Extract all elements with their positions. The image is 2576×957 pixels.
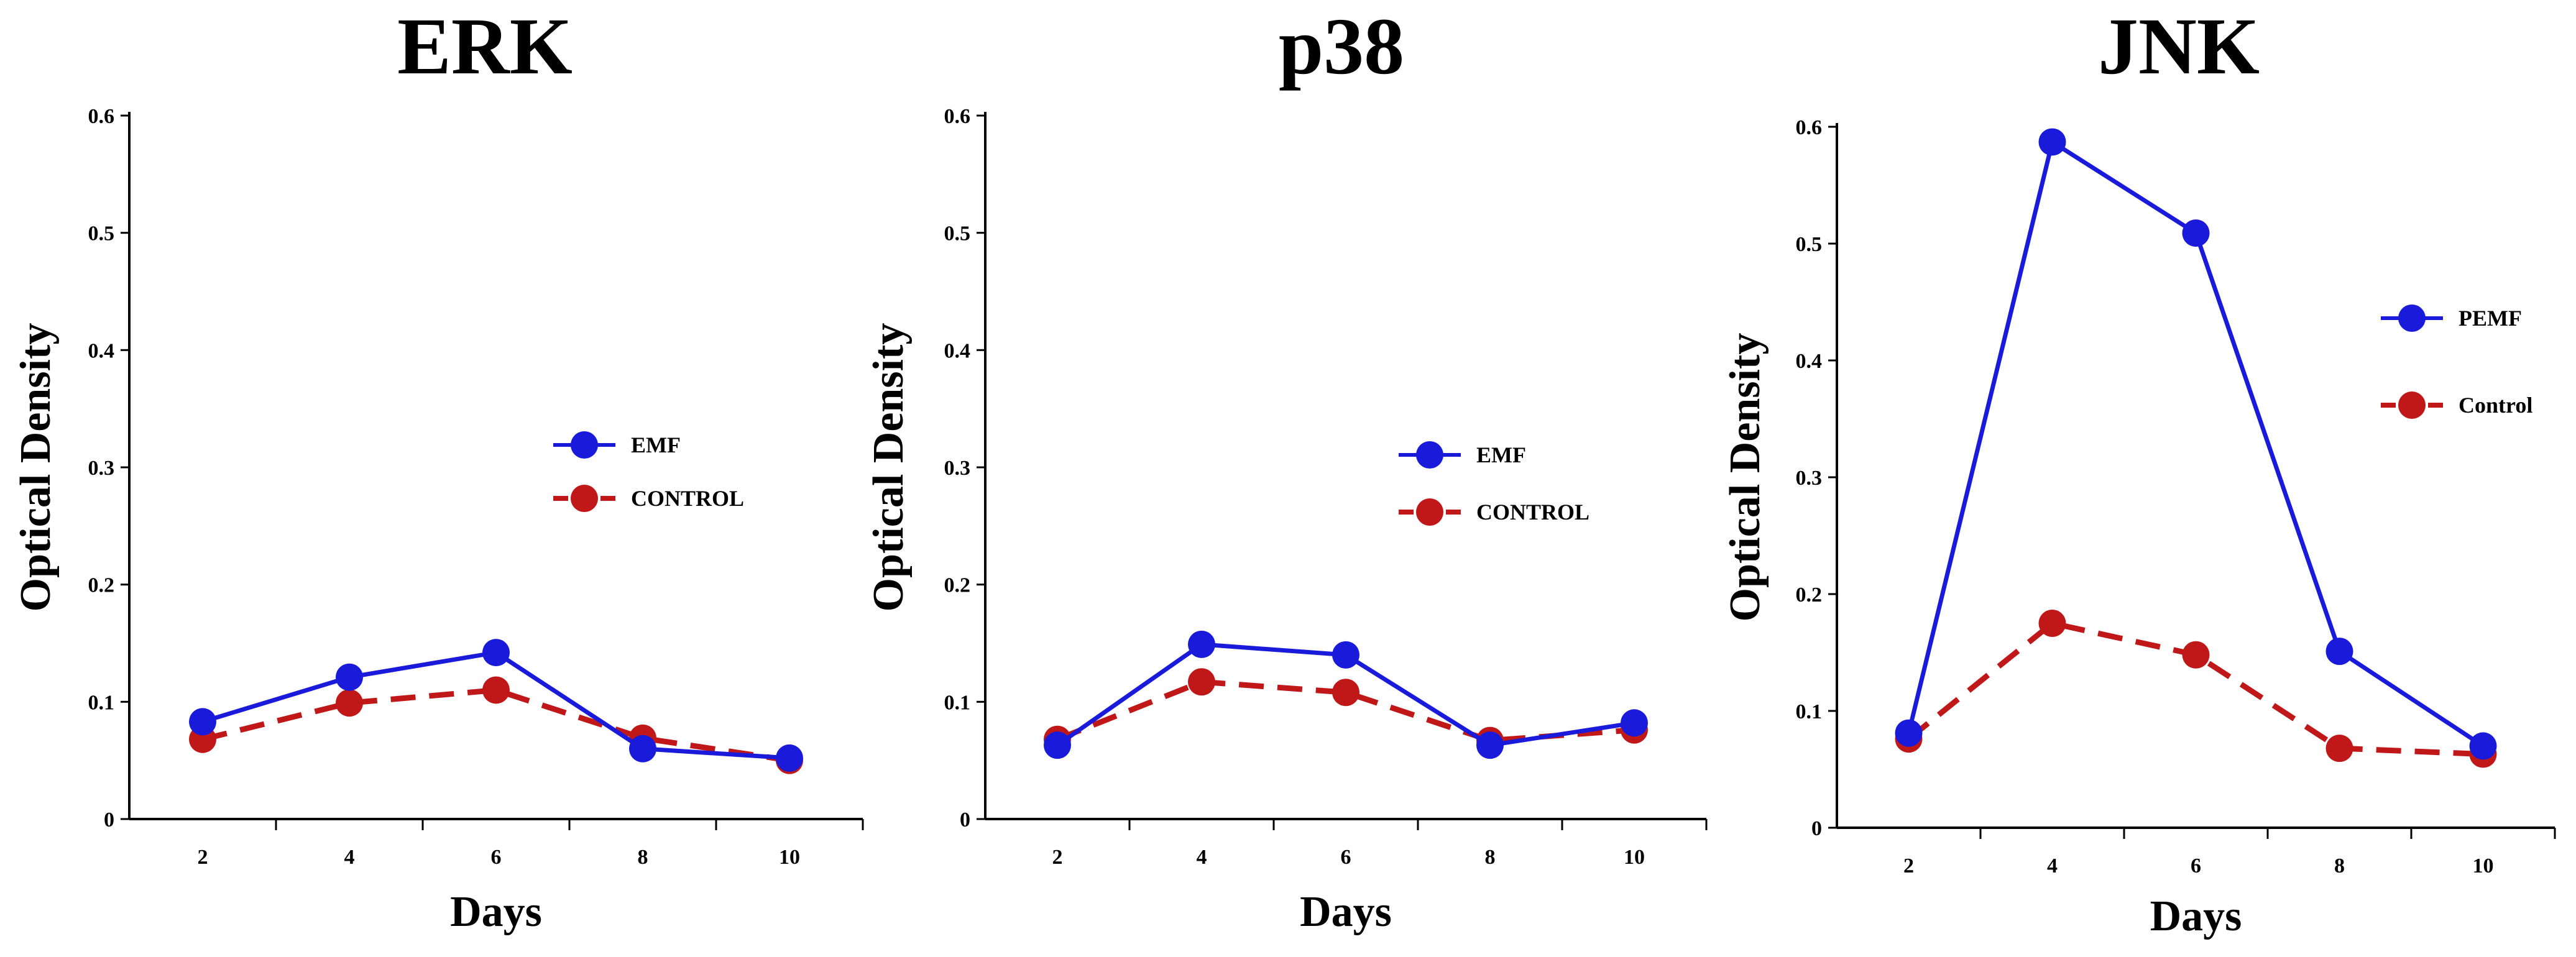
data-point-emf (1044, 731, 1071, 759)
legend: EMF CONTROL (553, 431, 744, 512)
chart-panel-p38: p38 0 0.1 0.2 0.3 0.4 0.5 0.6 2 4 6 8 10 Days Optical … (865, 2, 1708, 936)
y-tick-label: 0.1 (1796, 700, 1823, 723)
data-point-pemf (2038, 128, 2066, 156)
x-tick-label: 8 (638, 846, 648, 869)
y-axis-label: Optical Density (12, 323, 60, 612)
x-axis-label: Days (1300, 888, 1392, 936)
x-tick-label: 4 (2047, 854, 2058, 877)
series-line-emf (201, 650, 790, 761)
y-tick-label: 0 (960, 808, 970, 831)
legend-marker-control (1416, 498, 1443, 526)
data-point-emf (629, 735, 656, 762)
data-point-control (2182, 641, 2210, 669)
x-tick-label: 2 (1903, 854, 1914, 877)
data-point-control (2325, 735, 2353, 762)
x-tick-label: 2 (198, 846, 208, 869)
y-tick-label: 0.5 (1796, 233, 1823, 256)
x-tick-label: 10 (2473, 854, 2494, 877)
data-point-emf (482, 639, 510, 667)
y-tick-label: 0.2 (944, 574, 971, 597)
y-tick-label: 0.3 (944, 457, 971, 480)
legend-label-emf: EMF (1476, 442, 1526, 467)
legend: EMF CONTROL (1399, 441, 1589, 526)
data-point-emf (1476, 731, 1504, 759)
data-point-emf (1332, 641, 1359, 669)
x-tick-label: 2 (1052, 846, 1063, 869)
data-point-emf (189, 708, 216, 736)
legend-marker-emf (571, 431, 598, 459)
y-tick-label: 0.1 (944, 691, 971, 714)
legend-marker-pemf (2398, 304, 2426, 332)
y-axis-label: Optical Density (1721, 333, 1769, 622)
legend-label-pemf: PEMF (2459, 306, 2522, 331)
data-point-pemf (2182, 219, 2210, 247)
y-tick-label: 0.6 (1796, 116, 1823, 139)
legend-label-control: Control (2459, 393, 2532, 418)
y-axis-label: Optical Density (865, 323, 913, 612)
x-tick-label: 8 (1485, 846, 1496, 869)
legend-marker-emf (1416, 441, 1443, 469)
x-tick-label: 6 (1341, 846, 1351, 869)
data-point-emf (776, 744, 803, 772)
data-point-control (2038, 610, 2066, 637)
x-tick-label: 6 (2191, 854, 2201, 877)
legend-marker-control (571, 485, 598, 512)
y-tick-label: 0.6 (88, 105, 115, 128)
x-tick-label: 10 (779, 846, 800, 869)
y-tick-label: 0.6 (944, 105, 971, 128)
y-tick-label: 0.5 (944, 222, 971, 245)
x-axis-label: Days (450, 888, 542, 936)
data-point-emf (1621, 709, 1648, 737)
data-point-emf (336, 663, 363, 691)
y-tick-label: 0.2 (1796, 584, 1823, 607)
legend: PEMF Control (2381, 304, 2532, 419)
chart-panel-erk: ERK 0 0.1 0.2 0.3 0.4 0.5 0.6 2 4 6 8 10 Days Optical … (12, 2, 864, 936)
x-tick-label: 8 (2334, 854, 2345, 877)
data-point-control (1332, 679, 1359, 707)
y-tick-label: 0.4 (1796, 350, 1823, 373)
data-point-pemf (1895, 719, 1923, 747)
legend-label-emf: EMF (631, 433, 681, 457)
data-point-control (336, 689, 363, 717)
data-point-pemf (2469, 732, 2497, 760)
chart-title: ERK (397, 2, 573, 91)
x-tick-label: 4 (344, 846, 355, 869)
chart-title: p38 (1279, 2, 1404, 91)
legend-marker-control (2398, 392, 2426, 419)
legend-label-control: CONTROL (631, 486, 744, 511)
y-tick-label: 0 (1811, 817, 1822, 840)
legend-label-control: CONTROL (1476, 500, 1589, 524)
x-tick-label: 4 (1197, 846, 1207, 869)
data-point-emf (1188, 630, 1215, 658)
y-tick-label: 0.5 (88, 222, 115, 245)
y-tick-label: 0.4 (88, 339, 115, 362)
y-tick-label: 0.2 (88, 574, 115, 597)
y-tick-label: 0.4 (944, 339, 971, 362)
chart-title: JNK (2098, 2, 2260, 91)
x-axis-label: Days (2150, 892, 2242, 940)
y-tick-label: 0.1 (88, 691, 115, 714)
chart-panel-jnk: JNK 0 0.1 0.2 0.3 0.4 0.5 0.6 2 4 6 8 10 Days Optical … (1721, 2, 2556, 940)
x-tick-label: 10 (1624, 846, 1645, 869)
series-line-control (201, 687, 790, 764)
x-tick-label: 6 (491, 846, 502, 869)
data-point-control (482, 676, 510, 704)
y-tick-label: 0.3 (88, 457, 115, 480)
y-tick-label: 0.3 (1796, 467, 1823, 490)
data-point-pemf (2325, 638, 2353, 666)
data-point-control (1188, 668, 1215, 696)
y-tick-label: 0 (104, 808, 114, 831)
